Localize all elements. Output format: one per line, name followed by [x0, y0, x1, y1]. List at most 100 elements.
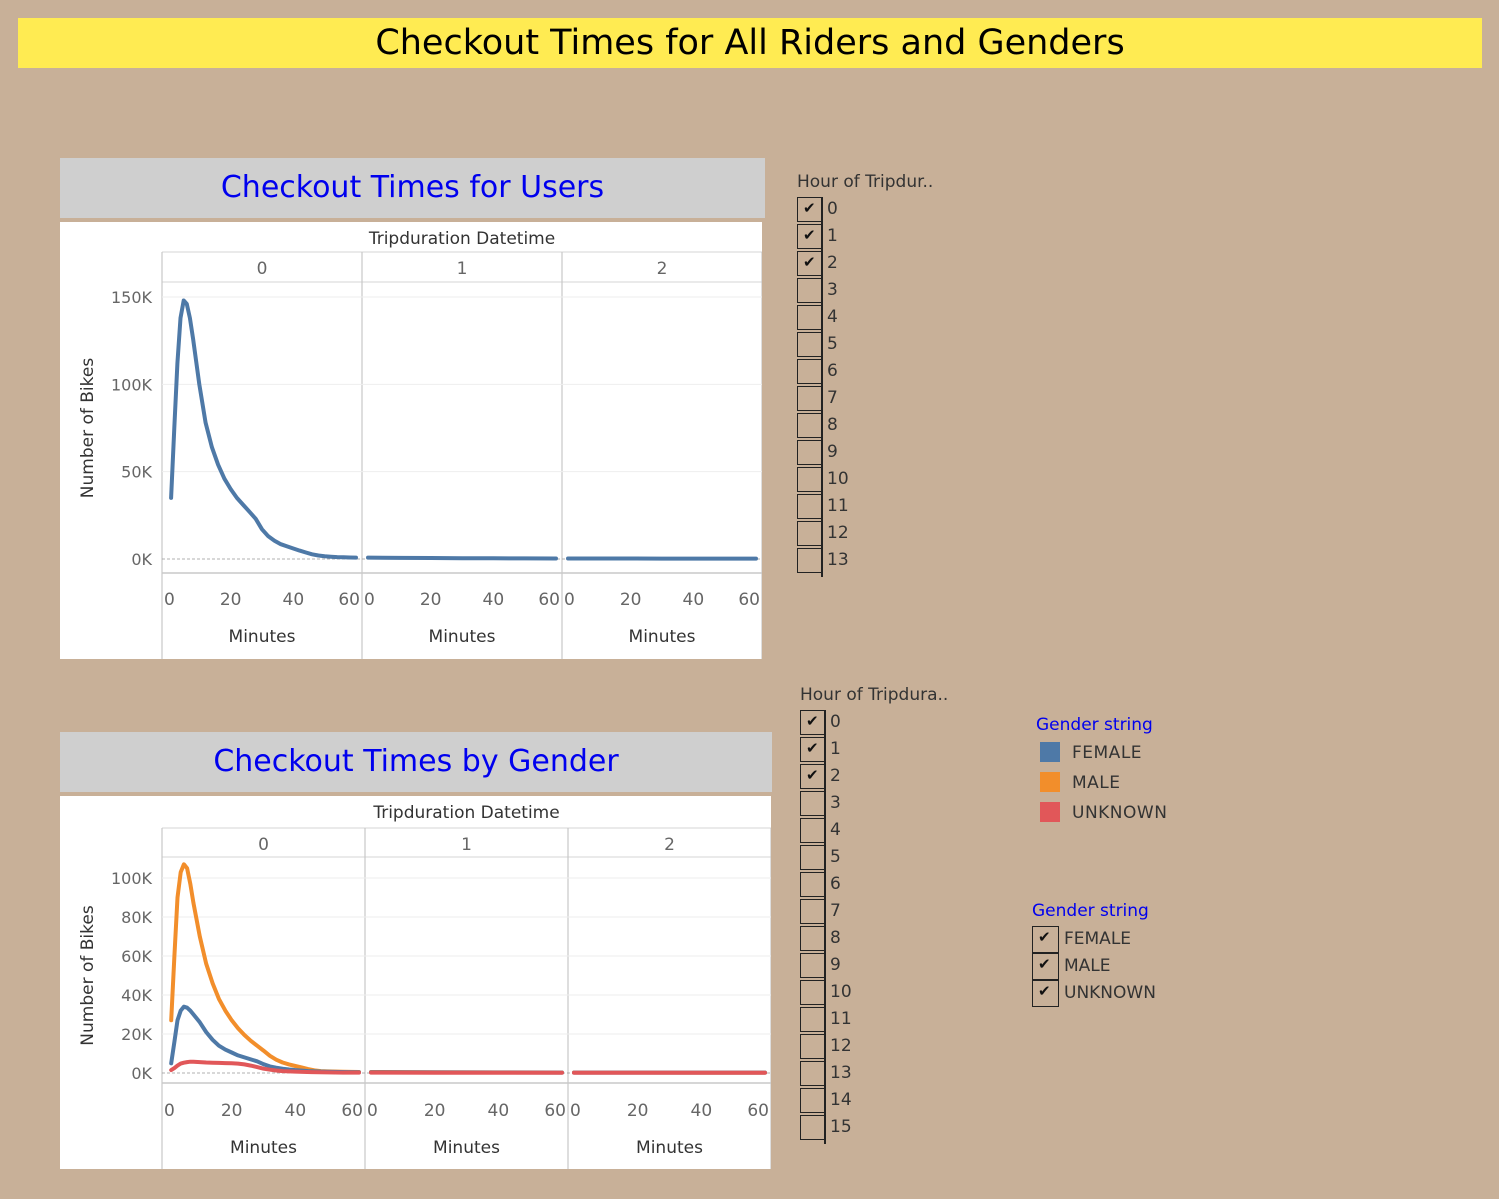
- y-tick-label: 100K: [111, 375, 153, 394]
- checkbox-empty-icon[interactable]: [797, 332, 822, 357]
- hour-option-13[interactable]: 13: [797, 548, 877, 575]
- y-tick-label: 40K: [121, 986, 152, 1005]
- hour-option-5[interactable]: 5: [800, 845, 880, 872]
- x-tick-label: 20: [620, 590, 642, 610]
- hour-option-3[interactable]: 3: [800, 791, 880, 818]
- hour-option-1[interactable]: 1: [797, 224, 877, 251]
- hour-option-1[interactable]: 1: [800, 737, 880, 764]
- x-axis-title: Minutes: [229, 627, 296, 647]
- y-axis-title: Number of Bikes: [78, 358, 98, 499]
- hour-filter-title: Hour of Tripdur..: [797, 172, 934, 192]
- x-tick-label: 60: [738, 590, 760, 610]
- hour-option-5[interactable]: 5: [797, 332, 877, 359]
- checkbox-empty-icon[interactable]: [800, 845, 825, 870]
- hour-option-label: 3: [827, 280, 838, 300]
- hour-option-3[interactable]: 3: [797, 278, 877, 305]
- hour-option-13[interactable]: 13: [800, 1061, 880, 1088]
- checkbox-empty-icon[interactable]: [797, 386, 822, 411]
- hour-option-9[interactable]: 9: [800, 953, 880, 980]
- hour-option-12[interactable]: 12: [800, 1034, 880, 1061]
- hour-option-11[interactable]: 11: [800, 1007, 880, 1034]
- hour-option-12[interactable]: 12: [797, 521, 877, 548]
- checkbox-empty-icon[interactable]: [800, 926, 825, 951]
- hour-option-7[interactable]: 7: [800, 899, 880, 926]
- x-axis-title: Minutes: [636, 1138, 703, 1158]
- hour-option-label: 6: [830, 874, 841, 894]
- checkbox-checked-icon[interactable]: [797, 224, 822, 249]
- hour-option-label: 0: [830, 712, 841, 732]
- checkbox-empty-icon[interactable]: [797, 467, 822, 492]
- gender-chart-title: Checkout Times by Gender: [60, 732, 772, 792]
- checkbox-empty-icon[interactable]: [800, 1034, 825, 1059]
- checkbox-checked-icon[interactable]: [800, 737, 825, 762]
- x-tick-label: 40: [285, 1101, 307, 1121]
- checkbox-empty-icon[interactable]: [797, 440, 822, 465]
- checkbox-empty-icon[interactable]: [797, 278, 822, 303]
- legend-item-female[interactable]: FEMALE: [1040, 742, 1240, 766]
- hour-option-0[interactable]: 0: [800, 710, 880, 737]
- checkbox-empty-icon[interactable]: [800, 1007, 825, 1032]
- legend-item-unknown[interactable]: UNKNOWN: [1040, 802, 1240, 826]
- hour-option-0[interactable]: 0: [797, 197, 877, 224]
- hour-option-label: 8: [830, 928, 841, 948]
- legend-swatch: [1040, 742, 1060, 762]
- gender-option-female[interactable]: FEMALE: [1032, 926, 1232, 953]
- panel-header: 2: [664, 835, 675, 855]
- checkbox-empty-icon[interactable]: [800, 872, 825, 897]
- legend-label: MALE: [1072, 773, 1121, 793]
- y-tick-label: 60K: [121, 947, 152, 966]
- checkbox-checked-icon[interactable]: [797, 251, 822, 276]
- hour-option-label: 10: [830, 982, 852, 1002]
- hour-option-10[interactable]: 10: [797, 467, 877, 494]
- x-tick-label: 60: [338, 590, 360, 610]
- checkbox-checked-icon[interactable]: [1032, 953, 1059, 980]
- hour-option-8[interactable]: 8: [800, 926, 880, 953]
- hour-option-8[interactable]: 8: [797, 413, 877, 440]
- checkbox-empty-icon[interactable]: [800, 791, 825, 816]
- checkbox-checked-icon[interactable]: [800, 764, 825, 789]
- checkbox-empty-icon[interactable]: [800, 1088, 825, 1113]
- hour-option-2[interactable]: 2: [800, 764, 880, 791]
- checkbox-empty-icon[interactable]: [797, 305, 822, 330]
- hour-option-14[interactable]: 14: [800, 1088, 880, 1115]
- gender-option-male[interactable]: MALE: [1032, 953, 1232, 980]
- hour-option-10[interactable]: 10: [800, 980, 880, 1007]
- checkbox-empty-icon[interactable]: [797, 548, 822, 573]
- checkbox-empty-icon[interactable]: [800, 1061, 825, 1086]
- hour-option-6[interactable]: 6: [797, 359, 877, 386]
- checkbox-checked-icon[interactable]: [1032, 926, 1059, 953]
- checkbox-empty-icon[interactable]: [797, 494, 822, 519]
- hour-option-15[interactable]: 15: [800, 1115, 880, 1142]
- hour-option-7[interactable]: 7: [797, 386, 877, 413]
- checkbox-checked-icon[interactable]: [797, 197, 822, 222]
- hour-option-label: 0: [827, 199, 838, 219]
- hour-option-4[interactable]: 4: [800, 818, 880, 845]
- checkbox-empty-icon[interactable]: [797, 521, 822, 546]
- hour-option-9[interactable]: 9: [797, 440, 877, 467]
- hour-option-label: 7: [827, 388, 838, 408]
- checkbox-empty-icon[interactable]: [797, 413, 822, 438]
- checkbox-checked-icon[interactable]: [800, 710, 825, 735]
- gender-option-unknown[interactable]: UNKNOWN: [1032, 980, 1232, 1007]
- hour-option-4[interactable]: 4: [797, 305, 877, 332]
- gender-color-legend: Gender string FEMALE MALE UNKNOWN: [1036, 715, 1256, 835]
- hour-option-11[interactable]: 11: [797, 494, 877, 521]
- series-line-trips-panel-1: [366, 555, 558, 561]
- hour-option-2[interactable]: 2: [797, 251, 877, 278]
- y-axis-title: Number of Bikes: [78, 905, 98, 1046]
- series-line-unknown-panel-0: [169, 1059, 361, 1075]
- checkbox-empty-icon[interactable]: [800, 980, 825, 1005]
- legend-item-male[interactable]: MALE: [1040, 772, 1240, 796]
- hour-option-label: 6: [827, 361, 838, 381]
- checkbox-empty-icon[interactable]: [800, 818, 825, 843]
- checkbox-empty-icon[interactable]: [800, 953, 825, 978]
- x-tick-label: 0: [570, 1101, 581, 1121]
- checkbox-checked-icon[interactable]: [1032, 980, 1059, 1007]
- checkbox-empty-icon[interactable]: [797, 359, 822, 384]
- checkbox-empty-icon[interactable]: [800, 1115, 825, 1140]
- hour-option-label: 4: [827, 307, 838, 327]
- x-tick-label: 0: [364, 590, 375, 610]
- checkbox-empty-icon[interactable]: [800, 899, 825, 924]
- hour-option-6[interactable]: 6: [800, 872, 880, 899]
- hour-option-label: 5: [827, 334, 838, 354]
